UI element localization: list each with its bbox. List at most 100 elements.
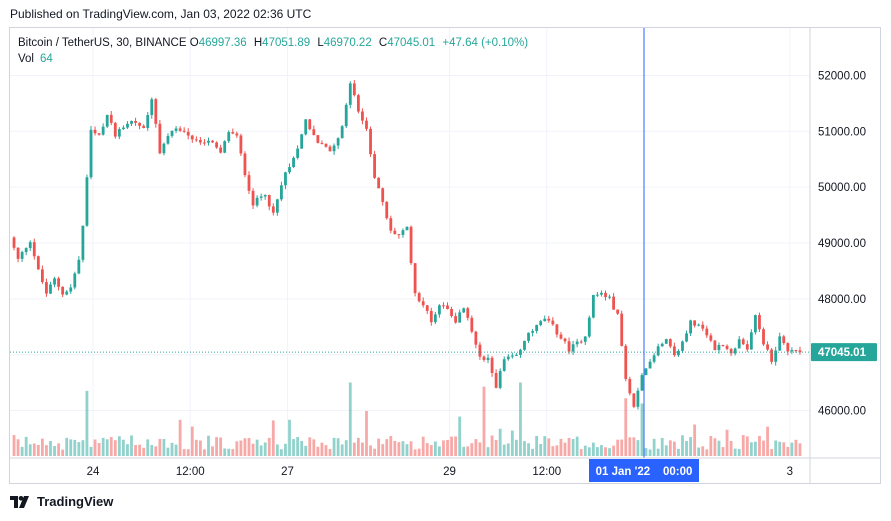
volume-bar (20, 446, 24, 456)
tradingview-logo-icon (10, 495, 29, 508)
candle-body (482, 356, 486, 360)
volume-bar (28, 444, 32, 456)
candle-body (567, 341, 571, 352)
volume-bar (616, 439, 620, 456)
volume-bar (502, 444, 506, 456)
volume-bar (782, 442, 786, 456)
volume-bar (717, 440, 721, 456)
volume-bar (786, 446, 790, 456)
candle-body (227, 132, 231, 142)
candle-body (174, 128, 178, 131)
candle-body (689, 320, 692, 334)
candle-body (438, 305, 441, 315)
volume-bar (486, 447, 490, 456)
candle-body (409, 226, 413, 264)
volume-bar (170, 442, 174, 456)
candle-body (267, 195, 271, 207)
open-label: O (189, 37, 199, 49)
volume-bar (190, 426, 194, 456)
candle-body (304, 119, 308, 135)
volume-bar (154, 446, 158, 456)
high-label: H (253, 37, 263, 49)
volume-bar (150, 445, 154, 456)
volume-bar (361, 442, 364, 456)
candle-body (433, 314, 437, 323)
volume-bar (462, 446, 466, 456)
candle-body (126, 123, 129, 128)
volume-bar (227, 448, 231, 456)
candle-body (417, 293, 421, 302)
volume-label[interactable]: Vol (18, 53, 34, 65)
footer-brand-text: TradingView (37, 494, 114, 509)
y-tick-label: 48000.00 (818, 294, 866, 306)
candle-body (336, 138, 340, 146)
candle-body (616, 309, 620, 314)
candle-body (312, 129, 316, 136)
candle-body (446, 305, 449, 309)
volume-bar (729, 440, 733, 456)
candle-body (389, 218, 393, 231)
candle-body (255, 197, 259, 206)
candle-body (709, 335, 713, 341)
candle-body (36, 256, 40, 270)
volume-bar (733, 448, 737, 456)
volume-bar (340, 444, 344, 456)
candles (12, 80, 802, 410)
candle-body (109, 114, 113, 123)
volume-bar (109, 437, 113, 456)
volume-bar (721, 447, 725, 456)
candle-body (794, 350, 798, 352)
volume-bar (219, 437, 223, 456)
crosshair-time-label: 01 Jan '22 00:00 (596, 466, 693, 478)
last-price-tag (811, 343, 877, 362)
candle-body (324, 143, 328, 147)
volume-bar (207, 435, 210, 456)
candle-body (725, 345, 729, 349)
volume-bar (681, 435, 684, 456)
candle-body (660, 343, 664, 347)
volume-bar (194, 439, 198, 456)
volume-row: Vol 64 (18, 51, 532, 67)
volume-bar (12, 435, 16, 456)
candle-body (490, 357, 494, 374)
candle-body (89, 129, 93, 178)
candle-body (640, 375, 644, 391)
candle-body (648, 361, 652, 369)
volume-bar (174, 444, 178, 456)
candle-body (596, 294, 599, 296)
volume-bar (284, 443, 287, 456)
candle-body (478, 344, 482, 357)
volume-bar (705, 449, 709, 456)
volume-bar (373, 448, 376, 456)
volume-bar (336, 438, 340, 456)
candle-body (369, 128, 372, 155)
volume-bar (158, 438, 162, 456)
y-tick-label: 49000.00 (818, 238, 866, 250)
volume-bar (401, 441, 405, 456)
candle-body (721, 345, 725, 347)
symbol-label[interactable]: Bitcoin / TetherUS, 30, BINANCE (18, 37, 187, 49)
volume-bar (547, 438, 551, 456)
volume-bar (36, 445, 40, 456)
volume-bar (16, 439, 20, 456)
volume-bar (652, 438, 656, 456)
y-tick-label: 50000.00 (818, 182, 866, 194)
volume-bar (656, 448, 660, 456)
volume-bar (365, 410, 368, 456)
candle-body (219, 147, 223, 153)
close-label: C (378, 37, 388, 49)
candle-body (632, 393, 636, 407)
candle-body (134, 120, 137, 123)
chart-frame (9, 27, 881, 484)
candle-body (12, 237, 16, 248)
candle-body (377, 177, 381, 189)
footer-brand[interactable]: TradingView (10, 494, 113, 509)
candle-body (543, 318, 547, 322)
volume-bar (198, 440, 202, 456)
volume-bar (770, 449, 774, 456)
candle-body (782, 336, 786, 344)
volume-bar (417, 448, 421, 456)
candle-body (300, 134, 304, 149)
candle-body (138, 122, 142, 126)
